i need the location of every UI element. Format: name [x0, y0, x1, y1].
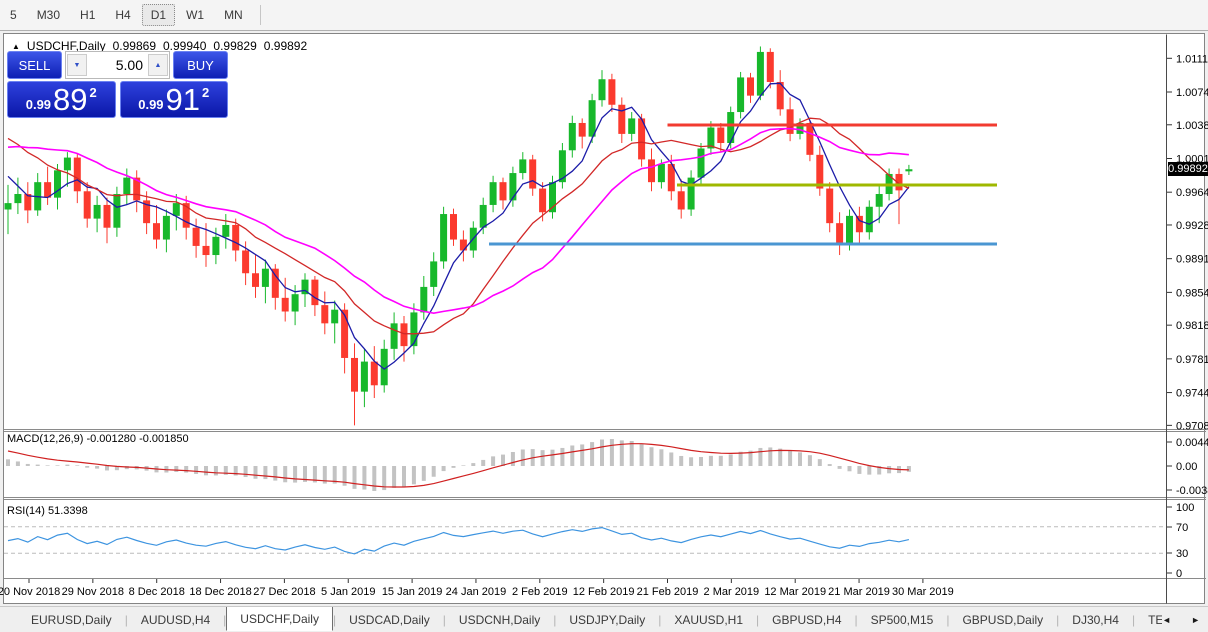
- trade-panel: SELL ▼ 5.00 ▲ BUY 0.99 89 2 0.99 91 2: [7, 51, 228, 118]
- chart-tab-TECH100-H1[interactable]: TECH100,H1: [1148, 612, 1163, 627]
- toolbar-separator: [259, 5, 261, 25]
- chart-tabs-bar: EURUSD,Daily | AUDUSD,H4 | USDCHF,Daily | USDC…: [0, 606, 1208, 632]
- current-price-badge: 0.99892: [1168, 162, 1208, 176]
- buy-pips: 91: [165, 82, 201, 117]
- ohlc-close-value: 0.99892: [263, 39, 308, 53]
- chart-tabs: EURUSD,Daily | AUDUSD,H4 | USDCHF,Daily | USDC…: [0, 607, 1162, 632]
- tab-separator: |: [658, 612, 662, 627]
- macd-label: MACD(12,26,9) -0.001280 -0.001850: [7, 433, 189, 445]
- tab-separator: |: [442, 612, 446, 627]
- chart-window: [3, 33, 1205, 604]
- chart-tab-GBPUSD-H4[interactable]: GBPUSD,H4: [772, 612, 842, 627]
- volume-decrease-button[interactable]: ▼: [67, 54, 87, 76]
- sell-pipette: 2: [89, 85, 97, 100]
- tab-separator: |: [1056, 612, 1060, 627]
- chart-tab-GBPUSD-Daily[interactable]: GBPUSD,Daily: [962, 612, 1044, 627]
- tabs-scroll-left-icon[interactable]: ◄: [1162, 614, 1172, 625]
- timeframe-button-5[interactable]: 5: [10, 8, 17, 22]
- tab-separator: |: [946, 612, 950, 627]
- timeframe-button-D1[interactable]: D1: [141, 4, 176, 26]
- chart-tab-USDCHF-Daily[interactable]: USDCHF,Daily: [226, 607, 333, 631]
- tab-separator: |: [553, 612, 557, 627]
- collapse-arrow-icon[interactable]: ▲: [12, 41, 20, 51]
- chart-tab-USDCNH-Daily[interactable]: USDCNH,Daily: [458, 612, 541, 627]
- ohlc-high-value: 0.99940: [163, 39, 207, 53]
- sell-big-figure: 0.99: [25, 97, 52, 112]
- ohlc-open-value: 0.99869: [112, 39, 156, 53]
- volume-spinner: ▼ 5.00 ▲: [65, 51, 170, 79]
- sell-price-button[interactable]: 0.99 89 2: [7, 81, 116, 118]
- sell-pips: 89: [53, 82, 88, 117]
- chart-tab-DJ30-H4[interactable]: DJ30,H4: [1072, 612, 1119, 627]
- volume-increase-button[interactable]: ▲: [148, 54, 168, 76]
- timeframe-buttons: 5 M30 H1 H4 D1 W1 MN: [0, 0, 253, 30]
- timeframe-button-H1[interactable]: H1: [80, 8, 96, 22]
- buy-price-button[interactable]: 0.99 91 2: [119, 81, 228, 118]
- tab-separator: |: [223, 612, 227, 627]
- chart-tab-AUDUSD-H4[interactable]: AUDUSD,H4: [140, 612, 211, 627]
- tab-separator: |: [332, 612, 337, 627]
- volume-input[interactable]: 5.00: [115, 57, 143, 73]
- timeframe-toolbar: 5 M30 H1 H4 D1 W1 MN: [0, 0, 1208, 31]
- chart-title: ▲ USDCHF,Daily 0.99869 0.99940 0.99829 0…: [12, 39, 307, 53]
- buy-big-figure: 0.99: [138, 97, 164, 112]
- sell-button[interactable]: SELL: [7, 51, 62, 79]
- rsi-label: RSI(14) 51.3398: [7, 505, 88, 517]
- tab-separator: |: [124, 612, 128, 627]
- chart-tab-XAUUSD-H1[interactable]: XAUUSD,H1: [674, 612, 744, 627]
- tab-separator: |: [756, 612, 760, 627]
- chart-tab-USDCAD-Daily[interactable]: USDCAD,Daily: [349, 612, 430, 627]
- chart-symbol-label: USDCHF,Daily: [26, 39, 106, 53]
- timeframe-button-H4[interactable]: H4: [115, 8, 131, 22]
- buy-pipette: 2: [202, 85, 210, 100]
- timeframe-button-M30[interactable]: M30: [36, 8, 61, 22]
- tab-separator: |: [854, 612, 858, 627]
- ohlc-low-value: 0.99829: [213, 39, 257, 53]
- chart-tab-SP500-M15[interactable]: SP500,M15: [870, 612, 934, 627]
- timeframe-button-MN[interactable]: MN: [224, 8, 243, 22]
- buy-button[interactable]: BUY: [173, 51, 228, 79]
- tab-separator: |: [1131, 612, 1136, 627]
- chart-tab-EURUSD-Daily[interactable]: EURUSD,Daily: [31, 612, 112, 627]
- timeframe-button-W1[interactable]: W1: [186, 8, 205, 22]
- chart-tab-USDJPY-Daily[interactable]: USDJPY,Daily: [569, 612, 646, 627]
- tabs-scroll-right-icon[interactable]: ►: [1191, 614, 1200, 625]
